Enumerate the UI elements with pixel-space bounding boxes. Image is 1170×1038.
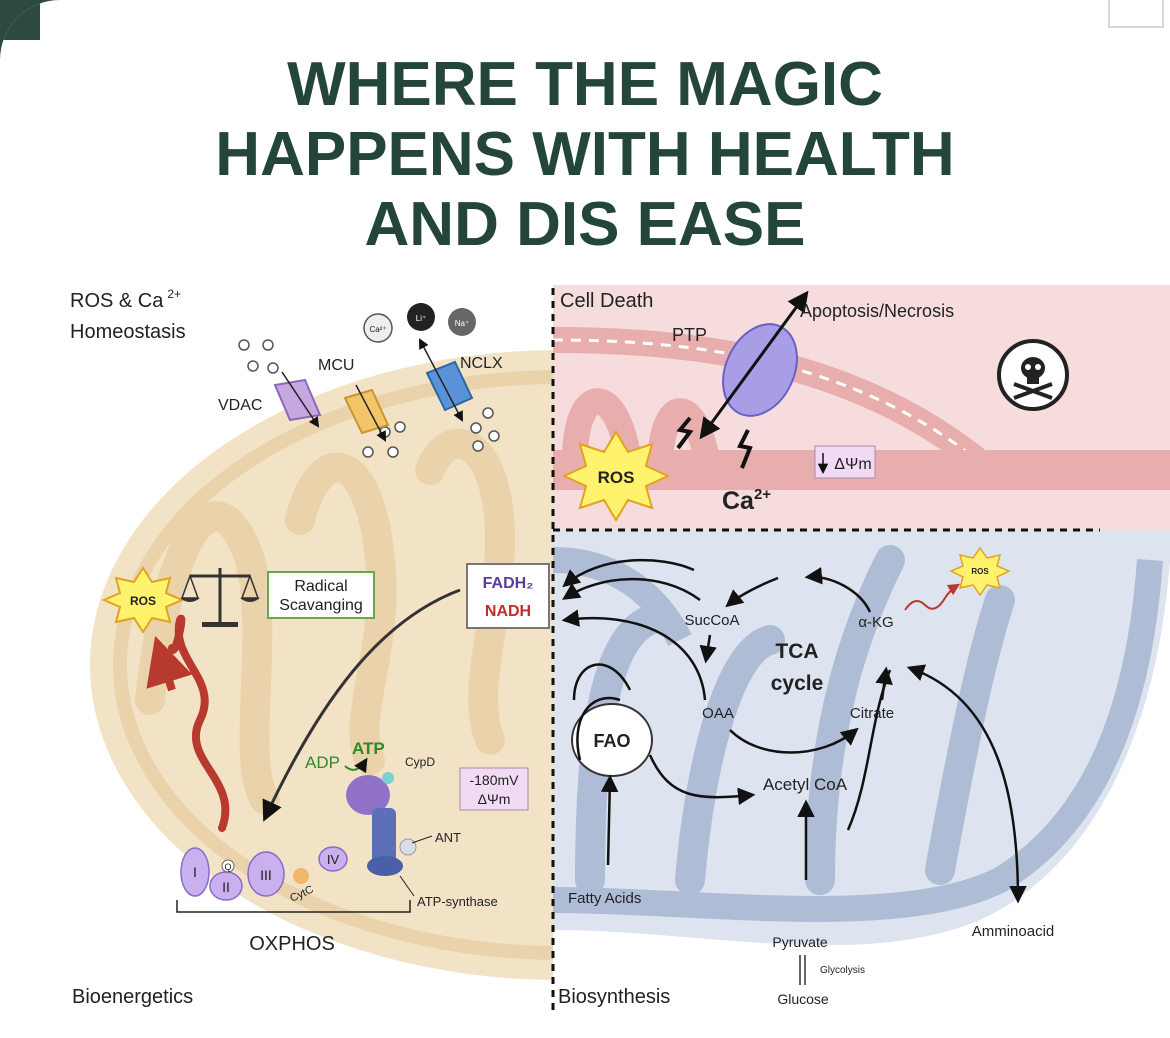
- svg-text:Na⁺: Na⁺: [455, 319, 469, 328]
- cypd-label: CypD: [405, 755, 435, 769]
- ros-wave-arrow: [146, 635, 193, 692]
- ros-lightning-icon: [676, 416, 694, 450]
- tca-arrows: [561, 558, 1027, 904]
- atp-synthase-icon: [346, 772, 417, 876]
- ion-bubbles: [238, 339, 500, 458]
- mcu-channel: [343, 384, 390, 442]
- acetyl-coa-label: Acetyl CoA: [763, 775, 848, 794]
- svg-text:FADH₂: FADH₂: [483, 575, 534, 592]
- fadh-nadh-box: FADH₂ NADH: [466, 563, 550, 629]
- svg-text:Radical: Radical: [294, 578, 347, 595]
- corner-decoration: [1108, 0, 1164, 28]
- li-ion-icon: Li⁺: [407, 303, 435, 331]
- tca-label: TCA: [775, 640, 818, 663]
- svg-text:ROS: ROS: [971, 567, 989, 576]
- title-line-1: WHERE THE MAGIC: [287, 50, 883, 119]
- svg-text:Li⁺: Li⁺: [416, 314, 426, 323]
- mitochondrion-top-right: [553, 285, 1170, 530]
- ca-label: Ca2+: [722, 486, 771, 515]
- nclx-channel: [419, 338, 474, 422]
- svg-text:Ca²⁺: Ca²⁺: [369, 325, 386, 334]
- vdac-label: VDAC: [218, 397, 262, 414]
- skull-crossbones-icon: [997, 339, 1069, 411]
- title-line-3: AND DIS EASE: [364, 190, 806, 259]
- mitochondrion-bottom-right: [553, 530, 1170, 1038]
- svg-text:Q: Q: [224, 862, 231, 872]
- ros-star-icon: ROS: [561, 430, 671, 522]
- atp-synthase-label: ATP-synthase: [417, 894, 498, 909]
- svg-text:ROS: ROS: [130, 594, 156, 608]
- pyruvate-label: Pyruvate: [772, 934, 827, 950]
- bioenergetics-label: Bioenergetics: [72, 986, 193, 1008]
- ros-ca-label: ROS & Ca 2+: [70, 287, 181, 312]
- ros-star-bioenergetics: ROS: [101, 566, 185, 634]
- oxphos-label: OXPHOS: [249, 933, 335, 955]
- delta-psi-box-cell-death: ΔΨm: [814, 445, 876, 479]
- citrate-label: Citrate: [850, 705, 894, 722]
- apoptosis-label: Apoptosis/Necrosis: [800, 301, 954, 321]
- ptp-pore: [699, 290, 809, 440]
- ros-wave: [168, 614, 230, 832]
- complex-iv: IV: [318, 846, 348, 872]
- oaa-label: OAA: [702, 705, 734, 722]
- glycolysis-label: Glycolysis: [820, 965, 865, 976]
- complex-ii: II: [209, 871, 243, 901]
- adp-label: ADP: [305, 753, 340, 772]
- cell-death-label: Cell Death: [560, 290, 653, 312]
- glycolysis-arrows: [799, 955, 806, 985]
- svg-text:IV: IV: [327, 852, 340, 867]
- complex-i: I: [180, 847, 210, 897]
- svg-text:I: I: [193, 864, 197, 880]
- mcu-label: MCU: [318, 357, 354, 374]
- svg-text:ROS: ROS: [598, 468, 635, 487]
- adp-atp-arrow: [344, 757, 368, 774]
- biosynthesis-label: Biosynthesis: [558, 986, 670, 1008]
- ros-small-wave: [904, 583, 961, 611]
- q-carrier: Q: [221, 859, 235, 873]
- electron-flow-arrow: [262, 588, 461, 822]
- oxphos-bracket: [176, 900, 411, 913]
- akg-label: α-KG: [858, 614, 893, 631]
- cycle-label: cycle: [771, 672, 824, 695]
- atp-label: ATP: [352, 739, 385, 758]
- vdac-channel: [273, 371, 322, 428]
- complex-iii: III: [247, 851, 285, 897]
- ca-lightning-icon: [737, 429, 753, 469]
- svg-text:Scavanging: Scavanging: [279, 597, 363, 614]
- title-line-2: HAPPENS WITH HEALTH: [215, 120, 955, 189]
- na-ion-icon: Na⁺: [448, 308, 476, 336]
- balance-scale-icon: [180, 568, 260, 627]
- fao-node: FAO: [571, 703, 653, 777]
- fatty-acids-label: Fatty Acids: [568, 890, 641, 907]
- amminoacid-label: Amminoacid: [972, 923, 1055, 940]
- ros-star-biosynthesis: ROS: [949, 546, 1011, 597]
- glucose-label: Glucose: [777, 991, 829, 1007]
- svg-text:ΔΨm: ΔΨm: [478, 791, 511, 807]
- mitochondrion-left: [90, 350, 553, 980]
- page-title: WHERE THE MAGIC HAPPENS WITH HEALTH AND …: [0, 50, 1170, 260]
- svg-text:FAO: FAO: [593, 731, 630, 751]
- ca-ion-icon: Ca²⁺: [363, 313, 393, 343]
- svg-text:ΔΨm: ΔΨm: [834, 456, 871, 473]
- succoa-label: SucCoA: [684, 612, 739, 629]
- ant-label: ANT: [435, 830, 461, 845]
- homeostasis-label: Homeostasis: [70, 321, 186, 343]
- ptp-label: PTP: [672, 325, 707, 345]
- radical-scavanging-box: Radical Scavanging: [267, 571, 375, 619]
- delta-psi-box-bioenergetics: -180mV ΔΨm: [459, 767, 529, 811]
- cytc-carrier: [293, 868, 309, 884]
- svg-text:NADH: NADH: [485, 603, 531, 620]
- nclx-label: NCLX: [460, 355, 503, 372]
- svg-text:-180mV: -180mV: [469, 772, 519, 788]
- svg-text:III: III: [260, 867, 272, 883]
- svg-text:II: II: [222, 879, 230, 895]
